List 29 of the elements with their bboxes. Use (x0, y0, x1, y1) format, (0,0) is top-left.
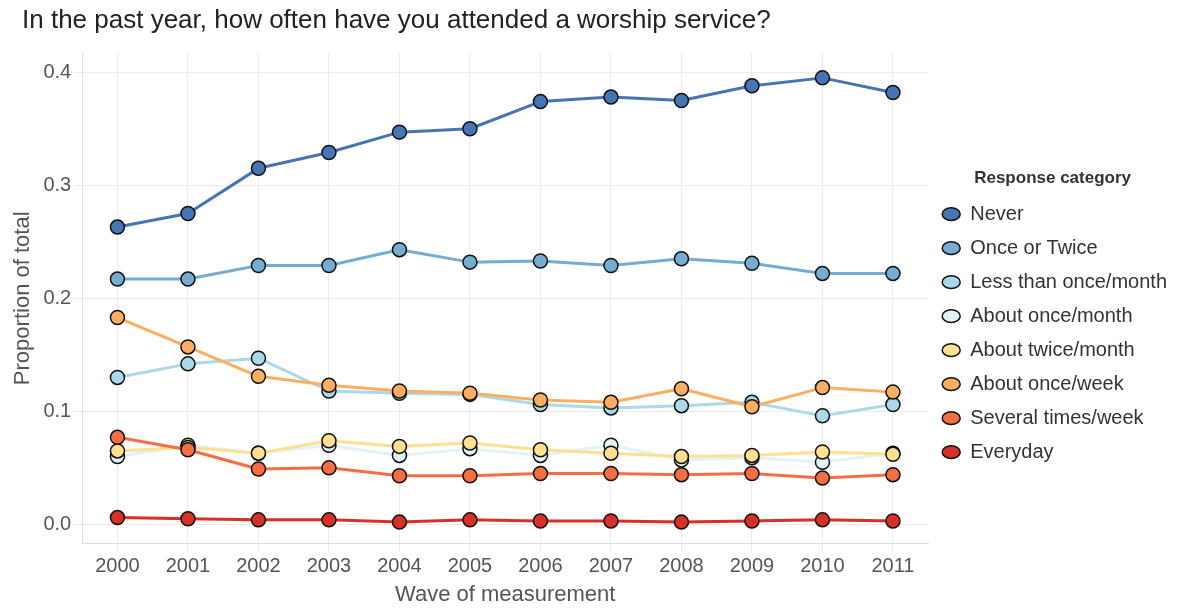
legend-label: Several times/week (970, 405, 1145, 428)
legend-label: About once/week (970, 371, 1125, 394)
x-tick-label: 2007 (588, 554, 634, 577)
x-tick-label: 2009 (729, 554, 775, 577)
legend-label: About once/month (970, 303, 1133, 326)
x-tick-label: 2000 (95, 554, 140, 577)
x-tick-label: 2001 (165, 554, 211, 577)
x-tick-label: 2005 (447, 554, 493, 577)
y-tick-label: 0.1 (43, 398, 72, 421)
y-axis-title: Proportion of total (9, 211, 35, 386)
legend-label: Less than once/month (970, 269, 1167, 292)
x-tick-label: 2003 (306, 554, 352, 577)
legend-label: Never (970, 201, 1024, 224)
legend-label: Once or Twice (970, 235, 1098, 258)
y-tick-label: 0.4 (43, 59, 72, 82)
x-tick-label: 2008 (659, 554, 704, 577)
x-tick-label: 2006 (518, 554, 563, 577)
legend-label: About twice/month (970, 337, 1135, 360)
y-tick-label: 0.0 (43, 511, 72, 534)
x-axis-title: Wave of measurement (394, 580, 616, 606)
y-tick-label: 0.2 (43, 285, 72, 308)
legend-title: Response category (974, 167, 1132, 187)
x-tick-label: 2011 (871, 554, 915, 577)
x-tick-label: 2010 (800, 554, 845, 577)
x-tick-label: 2004 (377, 554, 422, 577)
y-tick-label: 0.3 (43, 172, 72, 195)
x-tick-label: 2002 (236, 554, 281, 577)
chart-title: In the past year, how often have you attended a worship service? (22, 4, 771, 35)
legend-label: Everyday (970, 439, 1054, 462)
